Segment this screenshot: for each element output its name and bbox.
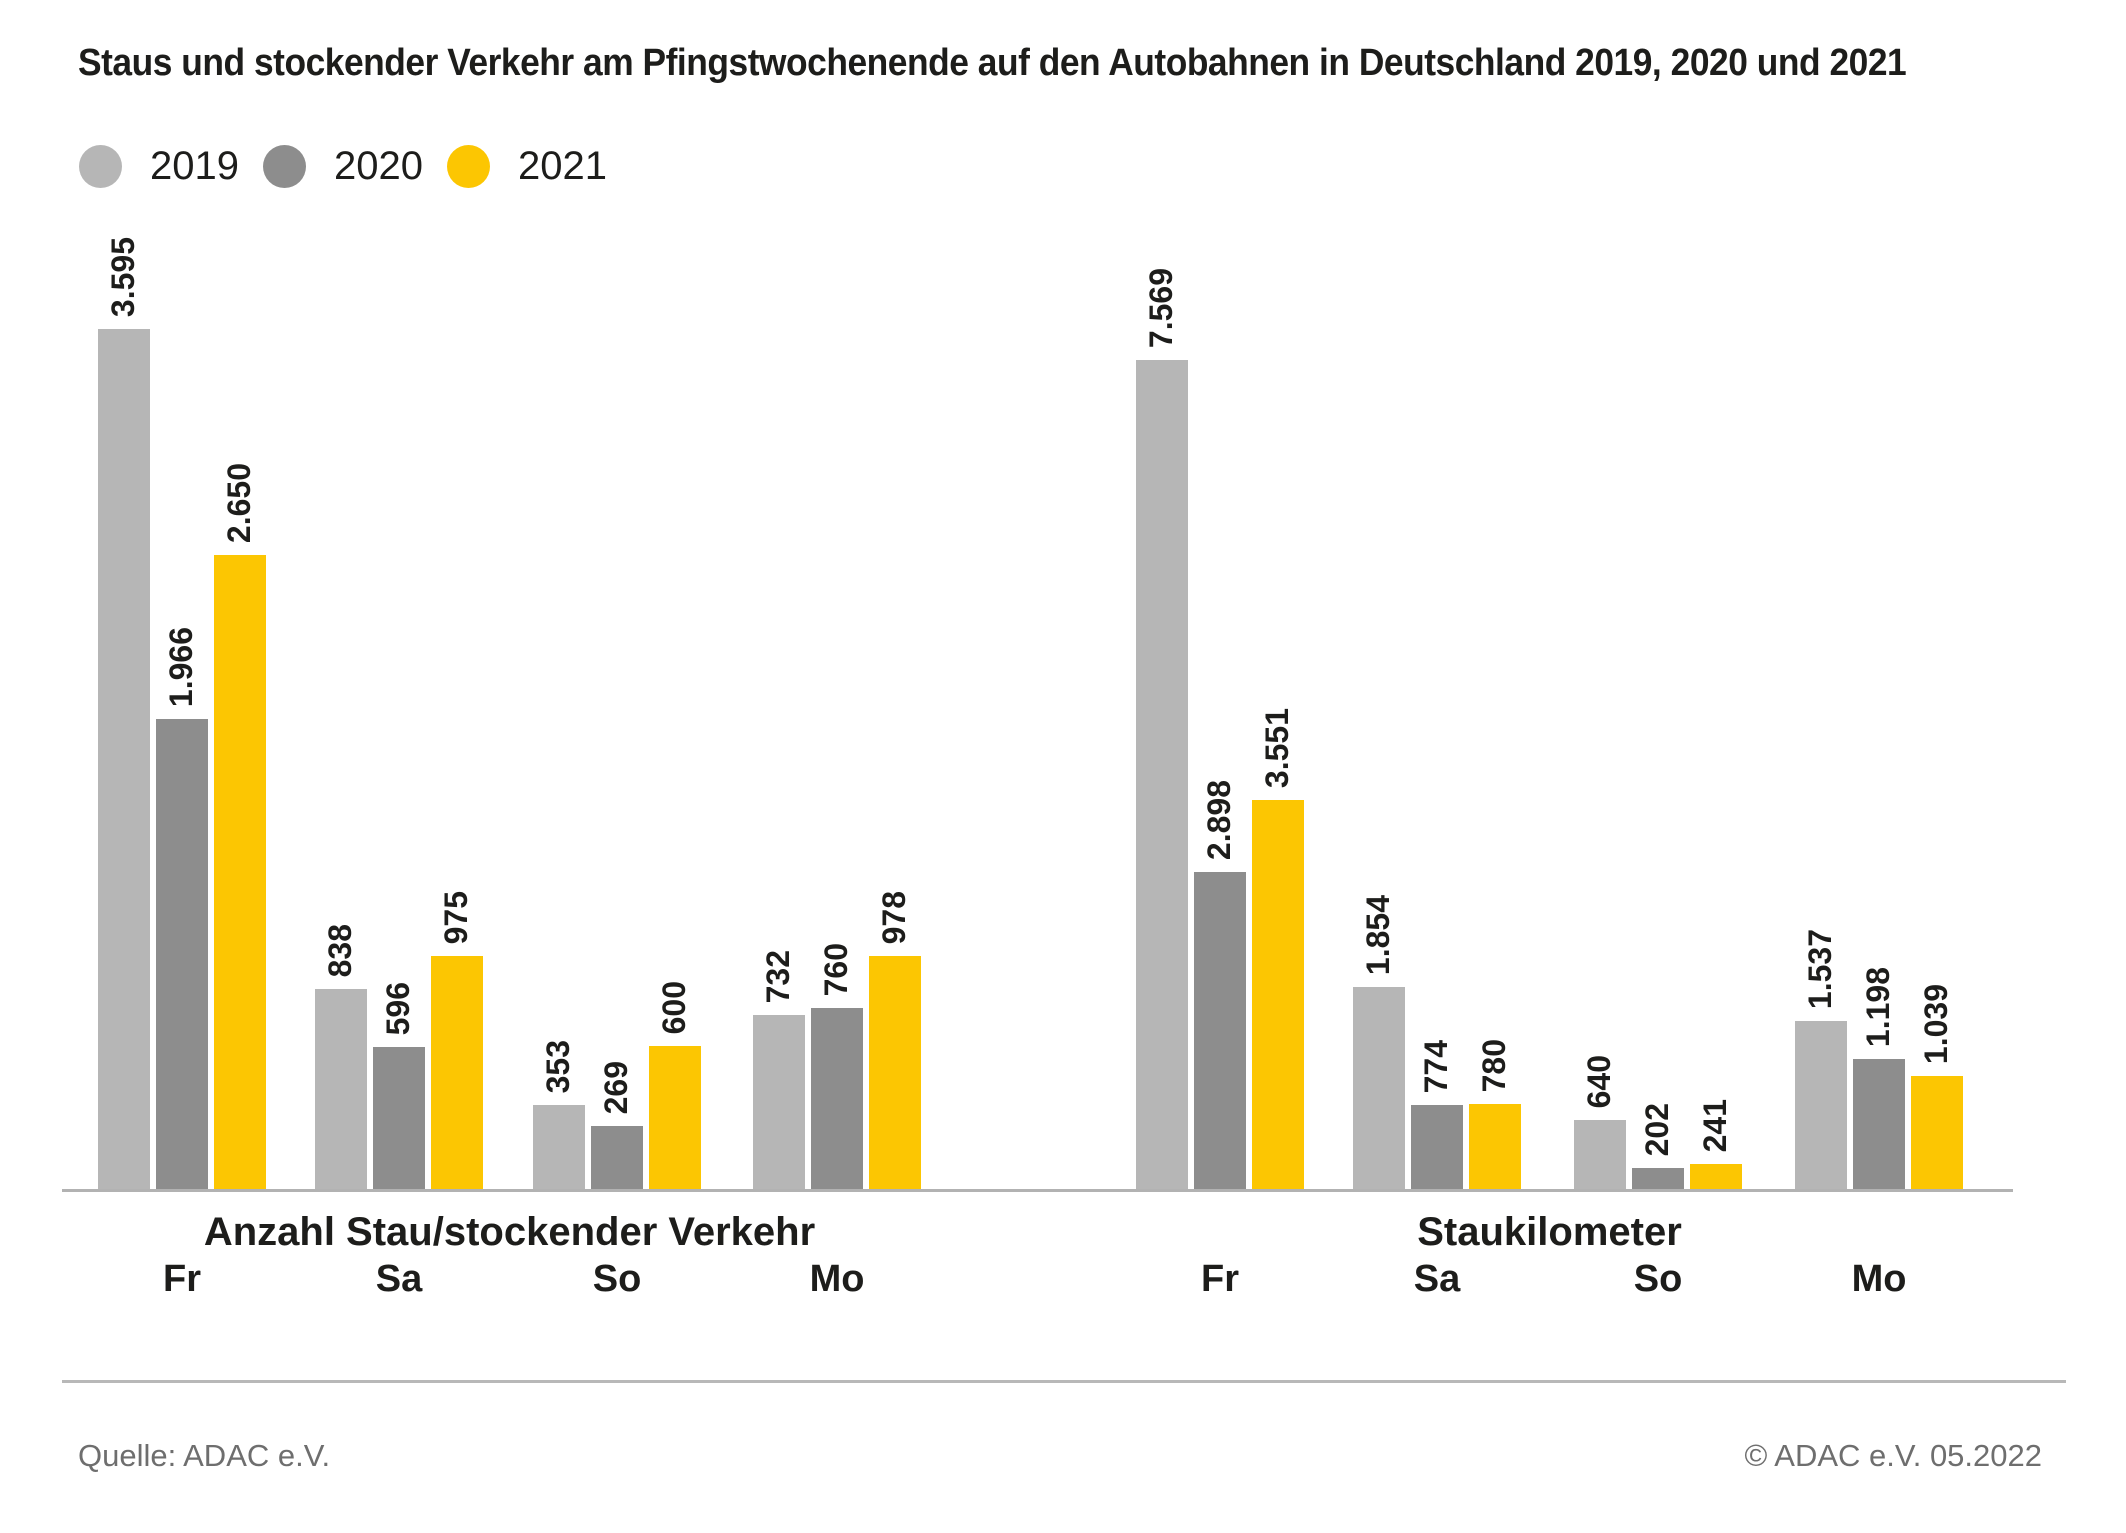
legend-item-2019: 2019	[79, 144, 239, 189]
value-label-wrap: 269	[591, 1061, 643, 1114]
day-label-sa-0: Sa	[375, 1258, 423, 1300]
value-label-wrap: 978	[869, 891, 921, 944]
bar-2019-sa-group0	[315, 989, 367, 1190]
value-label-2021-mo-group0: 978	[876, 890, 913, 944]
value-label-wrap: 2.898	[1194, 780, 1246, 860]
value-label-wrap: 1.966	[156, 627, 208, 707]
value-label-wrap: 640	[1574, 1055, 1626, 1108]
value-label-wrap: 838	[315, 924, 367, 977]
chart-title: Staus und stockender Verkehr am Pfingstw…	[78, 42, 1907, 84]
value-label-wrap: 1.039	[1911, 984, 1963, 1064]
value-label-2020-sa-group0: 596	[380, 981, 417, 1035]
value-label-2020-sa-group1: 774	[1418, 1039, 1455, 1093]
bar-2020-sa-group0	[373, 1047, 425, 1190]
value-label-wrap: 732	[753, 950, 805, 1003]
bar-2021-mo-group1	[1911, 1076, 1963, 1190]
value-label-2019-sa-group1: 1.854	[1360, 894, 1397, 975]
legend-dot-2020	[262, 145, 306, 188]
value-label-wrap: 241	[1690, 1099, 1742, 1152]
bar-2021-mo-group0	[869, 956, 921, 1190]
day-label-mo-0: Mo	[809, 1258, 865, 1300]
value-label-wrap: 3.551	[1252, 708, 1304, 788]
value-label-wrap: 780	[1469, 1039, 1521, 1092]
bar-2021-fr-group1	[1252, 800, 1304, 1190]
value-label-wrap: 353	[533, 1040, 585, 1093]
value-label-2020-fr-group0: 1.966	[163, 626, 200, 707]
value-label-2020-so-group0: 269	[598, 1060, 635, 1114]
value-label-wrap: 760	[811, 943, 863, 996]
bar-2021-sa-group0	[431, 956, 483, 1190]
bar-2020-sa-group1	[1411, 1105, 1463, 1190]
bar-2021-so-group1	[1690, 1164, 1742, 1190]
source-note: Quelle: ADAC e.V.	[78, 1438, 331, 1473]
value-label-2019-so-group0: 353	[540, 1039, 577, 1093]
bar-2020-so-group1	[1632, 1168, 1684, 1190]
value-label-wrap: 3.595	[98, 237, 150, 317]
day-label-fr-0: Fr	[163, 1258, 201, 1300]
day-label-so-1: So	[1633, 1258, 1683, 1300]
x-axis-baseline	[62, 1189, 2013, 1192]
value-label-2019-fr-group1: 7.569	[1143, 267, 1180, 348]
value-label-2021-so-group0: 600	[656, 980, 693, 1034]
day-label-mo-1: Mo	[1851, 1258, 1907, 1300]
legend: 2019 2020 2021	[79, 144, 631, 189]
value-label-2019-so-group1: 640	[1581, 1054, 1618, 1108]
bar-2020-so-group0	[591, 1126, 643, 1190]
bar-2019-fr-group1	[1136, 360, 1188, 1190]
value-label-2021-sa-group1: 780	[1476, 1038, 1513, 1092]
value-label-wrap: 2.650	[214, 463, 266, 543]
legend-label: 2020	[333, 144, 423, 188]
value-label-2021-fr-group0: 2.650	[221, 462, 258, 543]
value-label-wrap: 1.854	[1353, 895, 1405, 975]
value-label-wrap: 596	[373, 982, 425, 1035]
day-label-fr-1: Fr	[1201, 1258, 1239, 1300]
value-label-2021-mo-group1: 1.039	[1918, 983, 1955, 1064]
value-label-2019-mo-group0: 732	[760, 949, 797, 1003]
bar-2019-sa-group1	[1353, 987, 1405, 1190]
value-label-2020-mo-group0: 760	[818, 942, 855, 996]
value-label-wrap: 1.198	[1853, 967, 1905, 1047]
value-label-2019-mo-group1: 1.537	[1802, 928, 1839, 1009]
value-label-wrap: 1.537	[1795, 929, 1847, 1009]
value-label-wrap: 774	[1411, 1040, 1463, 1093]
legend-item-2020: 2020	[262, 144, 423, 189]
day-label-so-0: So	[592, 1258, 642, 1300]
value-label-2019-fr-group0: 3.595	[105, 236, 142, 317]
footer-separator	[62, 1380, 2066, 1383]
legend-dot-2019	[79, 145, 122, 188]
value-label-2019-sa-group0: 838	[322, 923, 359, 977]
day-label-sa-1: Sa	[1413, 1258, 1461, 1300]
copyright-note: © ADAC e.V. 05.2022	[1744, 1438, 2042, 1473]
bar-chart: 3.595 1.966 2.650 838 596 975 353 269 600 732 760 9…	[98, 237, 1963, 1190]
legend-item-2021: 2021	[446, 144, 607, 189]
bar-2019-mo-group1	[1795, 1021, 1847, 1190]
bar-2019-fr-group0	[98, 329, 150, 1190]
value-label-2020-fr-group1: 2.898	[1201, 779, 1238, 860]
value-label-2020-mo-group1: 1.198	[1860, 966, 1897, 1047]
value-label-2021-so-group1: 241	[1697, 1098, 1734, 1152]
bar-2020-fr-group1	[1194, 872, 1246, 1190]
value-label-wrap: 202	[1632, 1103, 1684, 1156]
value-label-wrap: 7.569	[1136, 268, 1188, 348]
bar-2020-mo-group1	[1853, 1059, 1905, 1190]
value-label-wrap: 975	[431, 891, 483, 944]
value-label-2021-sa-group0: 975	[438, 890, 475, 944]
value-label-2021-fr-group1: 3.551	[1259, 707, 1296, 788]
bar-2020-mo-group0	[811, 1008, 863, 1190]
bar-2019-so-group0	[533, 1105, 585, 1190]
value-label-wrap: 600	[649, 981, 701, 1034]
legend-label: 2019	[150, 144, 239, 188]
legend-dot-2021	[446, 145, 490, 188]
value-label-2020-so-group1: 202	[1639, 1102, 1676, 1156]
group-title-staukilometer: Staukilometer	[1417, 1210, 1682, 1254]
bar-2019-so-group1	[1574, 1120, 1626, 1190]
bar-2020-fr-group0	[156, 719, 208, 1190]
bar-2021-sa-group1	[1469, 1104, 1521, 1190]
group-title-anzahl: Anzahl Stau/stockender Verkehr	[203, 1210, 816, 1254]
bar-2021-fr-group0	[214, 555, 266, 1190]
bar-2019-mo-group0	[753, 1015, 805, 1190]
legend-label: 2021	[517, 144, 607, 188]
bar-2021-so-group0	[649, 1046, 701, 1190]
